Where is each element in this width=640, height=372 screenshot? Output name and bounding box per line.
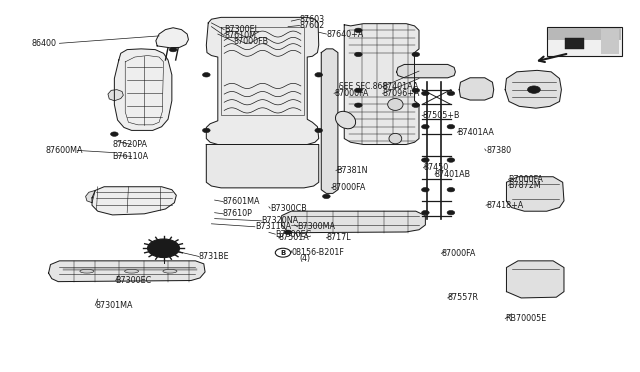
Text: (4): (4) <box>300 254 310 263</box>
Ellipse shape <box>163 269 177 273</box>
Text: 08156-B201F: 08156-B201F <box>292 248 345 257</box>
Text: 87640+A: 87640+A <box>326 29 364 39</box>
Text: 8717L: 8717L <box>326 233 351 243</box>
Circle shape <box>202 128 210 133</box>
Text: B76110A: B76110A <box>113 152 148 161</box>
Circle shape <box>315 73 323 77</box>
Circle shape <box>422 211 429 215</box>
Text: 87602: 87602 <box>300 21 325 30</box>
Circle shape <box>422 158 429 162</box>
Polygon shape <box>206 144 319 188</box>
Circle shape <box>422 91 429 96</box>
Polygon shape <box>505 70 561 108</box>
Text: 87418+A: 87418+A <box>486 201 524 210</box>
Text: 87501A: 87501A <box>278 233 309 243</box>
Circle shape <box>422 125 429 129</box>
Circle shape <box>527 86 540 93</box>
Polygon shape <box>108 90 124 101</box>
Circle shape <box>447 125 455 129</box>
Text: B7872M: B7872M <box>508 181 541 190</box>
Text: 87301MA: 87301MA <box>95 301 132 310</box>
Circle shape <box>447 211 455 215</box>
Bar <box>564 38 584 49</box>
Circle shape <box>202 73 210 77</box>
Text: B7300MA: B7300MA <box>298 222 335 231</box>
Text: 87601MA: 87601MA <box>223 197 260 206</box>
Text: 87000FA: 87000FA <box>334 89 369 98</box>
Circle shape <box>412 52 420 57</box>
Circle shape <box>447 158 455 162</box>
Polygon shape <box>206 17 319 144</box>
Circle shape <box>422 187 429 192</box>
Text: B: B <box>280 250 285 256</box>
Ellipse shape <box>80 269 94 273</box>
Text: 87000FA: 87000FA <box>332 183 366 192</box>
Text: RB70005E: RB70005E <box>505 314 547 323</box>
Circle shape <box>447 91 455 96</box>
Polygon shape <box>49 261 205 282</box>
Circle shape <box>148 239 179 257</box>
Text: 87600MA: 87600MA <box>45 146 83 155</box>
Circle shape <box>159 246 168 251</box>
Circle shape <box>412 103 420 108</box>
Circle shape <box>355 88 362 93</box>
Polygon shape <box>460 78 493 100</box>
Polygon shape <box>282 211 426 233</box>
Polygon shape <box>506 261 564 298</box>
Text: 87401AA: 87401AA <box>383 82 419 91</box>
Text: 87380: 87380 <box>486 146 511 155</box>
Circle shape <box>170 47 177 52</box>
Text: 8731BE: 8731BE <box>198 252 229 261</box>
Text: SEE SEC.868: SEE SEC.868 <box>339 82 387 91</box>
Polygon shape <box>156 28 188 48</box>
Circle shape <box>355 28 362 33</box>
Circle shape <box>154 243 173 254</box>
Bar <box>548 28 621 41</box>
Text: 87505+B: 87505+B <box>422 111 460 120</box>
Ellipse shape <box>388 99 403 110</box>
Ellipse shape <box>335 111 356 129</box>
Polygon shape <box>86 190 95 203</box>
Bar <box>601 29 619 54</box>
Polygon shape <box>506 177 564 211</box>
Text: B7320NA: B7320NA <box>261 217 298 225</box>
Circle shape <box>323 194 330 199</box>
Circle shape <box>315 128 323 133</box>
Polygon shape <box>92 187 176 215</box>
Text: 87557R: 87557R <box>448 294 479 302</box>
Text: 86400: 86400 <box>32 39 57 48</box>
Text: B7300CB: B7300CB <box>270 204 307 213</box>
Text: 87096+A: 87096+A <box>383 89 420 98</box>
Polygon shape <box>344 24 419 144</box>
Polygon shape <box>115 49 172 131</box>
Circle shape <box>447 187 455 192</box>
Text: B7300EC: B7300EC <box>275 230 312 239</box>
Text: 87620PA: 87620PA <box>113 140 147 149</box>
Polygon shape <box>321 49 338 193</box>
Ellipse shape <box>389 134 402 144</box>
Circle shape <box>111 132 118 137</box>
Circle shape <box>412 88 420 93</box>
Text: B7381N: B7381N <box>336 166 367 175</box>
Bar <box>547 28 622 56</box>
Text: 87000FA: 87000FA <box>442 249 476 258</box>
Text: 87603: 87603 <box>300 15 324 24</box>
Text: B7300EC: B7300EC <box>116 276 152 285</box>
Text: 87610P: 87610P <box>223 209 253 218</box>
Polygon shape <box>397 64 456 78</box>
Text: 87401AB: 87401AB <box>435 170 471 179</box>
Text: 87450: 87450 <box>424 163 449 172</box>
Ellipse shape <box>125 269 139 273</box>
Text: B73110A: B73110A <box>255 222 291 231</box>
Text: B7000FA: B7000FA <box>508 175 543 184</box>
Circle shape <box>355 52 362 57</box>
Text: B7401AA: B7401AA <box>458 128 494 137</box>
Circle shape <box>284 230 292 235</box>
Text: 87610M: 87610M <box>224 31 256 40</box>
Circle shape <box>355 103 362 108</box>
Text: 87000FB: 87000FB <box>234 37 269 46</box>
Text: B7300EL: B7300EL <box>224 25 259 34</box>
